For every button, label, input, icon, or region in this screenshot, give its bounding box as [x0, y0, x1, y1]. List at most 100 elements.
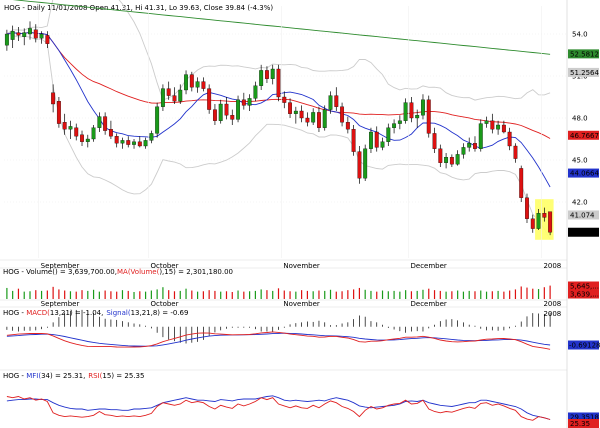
volume-right-labels: 5,645,... 3,639,...: [568, 281, 599, 299]
x-axis-labels: September October November December 2008: [38, 6, 561, 270]
volume-bar-18: [110, 291, 112, 299]
volume-bar-68: [399, 291, 401, 299]
candle-body-46: [270, 68, 275, 79]
candle-15: [91, 125, 96, 142]
candle-body-59: [345, 122, 350, 130]
candle-body-13: [80, 134, 84, 142]
price-label-4: 41.074: [570, 211, 595, 219]
price-label-0: 52.5812: [570, 50, 599, 58]
candle-body-6: [39, 33, 44, 39]
volume-bar-16: [98, 291, 100, 299]
candle-body-1: [10, 31, 15, 40]
candle-body-48: [282, 96, 287, 103]
volume-bar-88: [514, 289, 517, 299]
volume-bar-44: [260, 289, 262, 299]
price-label-1: 51.2564: [570, 69, 599, 77]
macd-lines: [6, 331, 551, 350]
candle-68: [397, 115, 402, 130]
candle-body-27: [160, 88, 165, 107]
candle-27: [160, 84, 165, 111]
volume-bar-82: [480, 290, 482, 299]
volume-ticker-prefix: HOG - Volume(: [3, 268, 55, 276]
candle-91: [530, 214, 535, 233]
signal-params: 13,21,8: [131, 309, 158, 317]
volume-bar-12: [75, 291, 77, 299]
bollinger-upper: [6, 0, 551, 101]
candle-body-65: [380, 141, 385, 148]
candle-5: [33, 24, 38, 43]
price-label-bg-0: [568, 49, 599, 59]
candle-4: [28, 21, 32, 40]
candle-18: [108, 120, 113, 139]
candle-1: [10, 25, 15, 48]
price-label-bg-3: [568, 168, 599, 178]
volume-bar-48: [283, 290, 285, 299]
candle-59: [345, 116, 350, 134]
volume-bar-59: [347, 290, 349, 299]
volume-label-1: 3,639,...: [570, 291, 599, 299]
candle-body-85: [496, 124, 501, 130]
candle-69: [403, 98, 408, 124]
macd-params: 13,21: [50, 309, 70, 317]
candle-body-28: [166, 88, 171, 96]
candle-body-37: [218, 103, 223, 121]
volume-bar-32: [191, 290, 193, 299]
candle-body-53: [311, 112, 316, 123]
candle-22: [132, 139, 136, 149]
volume-bar-24: [144, 291, 147, 299]
candle-body-47: [276, 68, 281, 98]
volume-x-label-4: 2008: [543, 300, 561, 308]
candle-body-82: [478, 123, 483, 149]
candle-body-80: [467, 143, 472, 148]
candle-body-77: [449, 157, 454, 165]
macd-right-labels: -0.691283: [568, 340, 600, 350]
candle-body-39: [230, 115, 235, 120]
volume-bar-77: [451, 291, 453, 299]
candle-19: [114, 133, 119, 148]
x-label-1: October: [150, 262, 178, 270]
volume-bar-5: [35, 290, 37, 299]
volume-bar-63: [370, 290, 372, 299]
candle-body-45: [265, 70, 269, 79]
volume-bar-14: [87, 290, 89, 299]
volume-bar-79: [462, 291, 465, 299]
volume-bar-30: [179, 290, 181, 299]
candle-83: [484, 116, 489, 128]
price-tick-2: 48.0: [572, 115, 588, 123]
candle-body-90: [525, 197, 529, 219]
volume-bar-67: [393, 290, 395, 299]
volume-bar-51: [301, 290, 303, 299]
candle-12: [74, 123, 79, 141]
volume-bar-70: [410, 291, 413, 299]
candle-body-0: [4, 33, 9, 46]
candle-body-12: [74, 127, 79, 137]
volume-bar-31: [185, 288, 187, 299]
candle-54: [317, 106, 321, 132]
volume-bar-73: [428, 288, 430, 299]
volume-label-bg-0: [568, 281, 599, 291]
volume-bar-83: [485, 291, 488, 299]
volume-label-0: 5,645,...: [570, 283, 599, 291]
candle-74: [432, 127, 437, 153]
signal-name: Signal(: [106, 309, 131, 317]
macd-line: [6, 331, 551, 350]
candle-39: [230, 109, 235, 125]
candle-body-84: [490, 120, 495, 130]
volume-bar-74: [433, 290, 436, 299]
candle-9: [56, 97, 61, 128]
candle-body-71: [415, 115, 420, 119]
chart-title: HOG - Daily 11/01/2008 Open 41.31, Hi 41…: [4, 4, 273, 12]
candle-43: [253, 81, 258, 102]
volume-bar-54: [318, 290, 320, 299]
candle-51: [299, 105, 304, 123]
candle-80: [467, 137, 472, 152]
mfi-value: ) = 25.31,: [50, 372, 85, 380]
volume-ma-value: ),15) = 2,301,180.00: [159, 268, 233, 276]
volume-bar-23: [139, 291, 141, 299]
candle-61: [357, 146, 362, 184]
volume-x-labels: September October November December 2008: [41, 300, 562, 308]
candle-body-3: [22, 32, 27, 37]
volume-bar-13: [81, 290, 83, 299]
candle-body-11: [68, 126, 73, 130]
candle-body-70: [409, 102, 414, 119]
